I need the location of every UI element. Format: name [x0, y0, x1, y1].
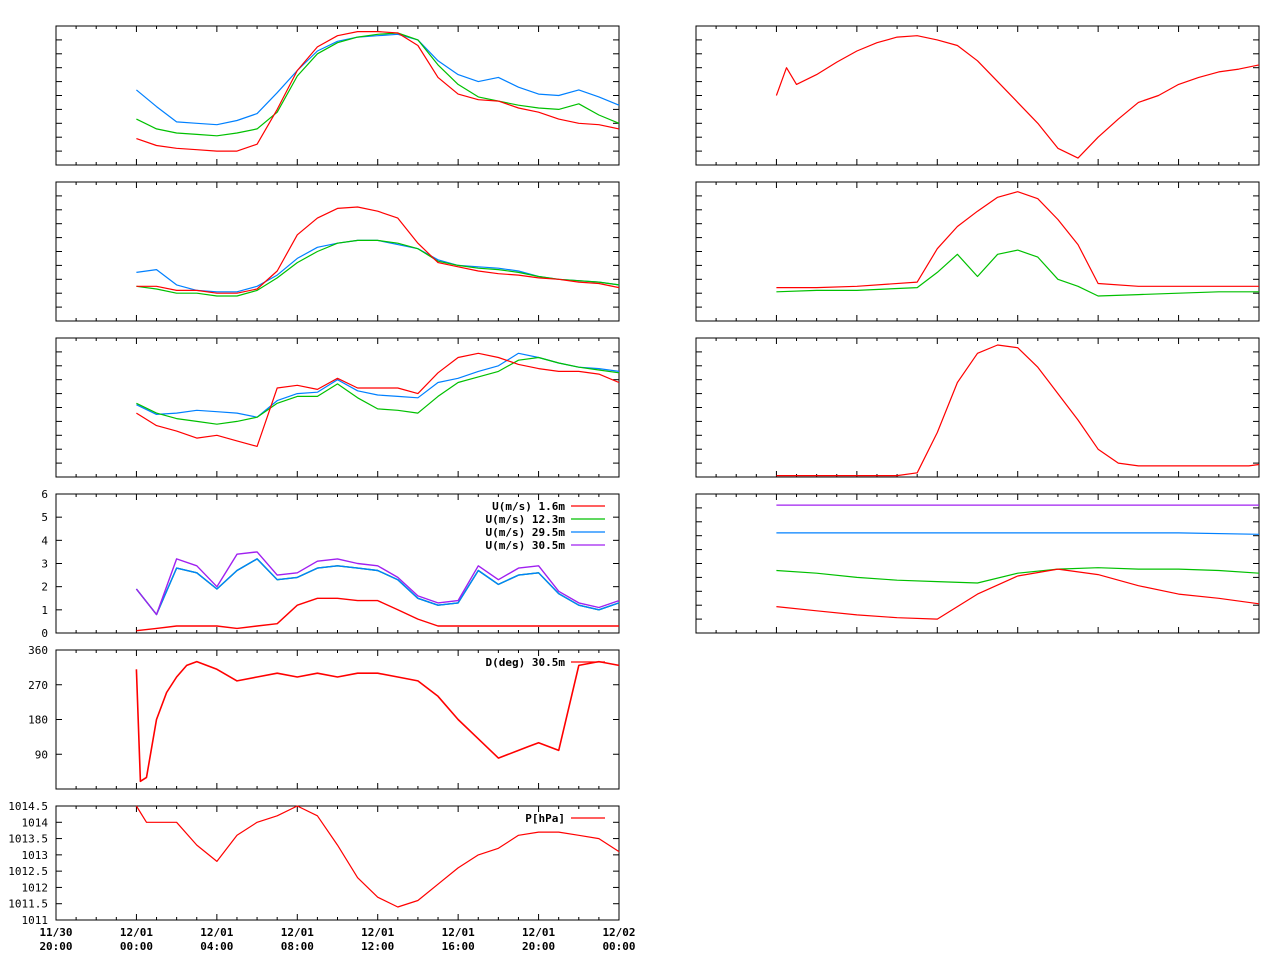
legend-label: U(m/s) 29.5m	[486, 526, 566, 539]
panel-humidity	[55, 337, 620, 478]
series-line-1	[135, 558, 620, 616]
y-tick-label: 1012	[22, 881, 49, 894]
series-line-0	[136, 33, 620, 126]
y-tick-label: 1013	[22, 849, 49, 862]
x-tick-label-time: 16:00	[442, 940, 475, 953]
legend-label: U(m/s) 30.5m	[486, 539, 566, 552]
x-tick-label-date: 12/01	[281, 926, 314, 939]
series-line-0	[135, 660, 620, 783]
legend-label: P[hPa]	[525, 812, 565, 825]
series-line-2	[776, 567, 1260, 584]
x-tick-label-time: 20:00	[39, 940, 72, 953]
plot-frame	[55, 181, 620, 322]
y-tick-label: 4	[41, 534, 48, 547]
series-line-1	[776, 249, 1259, 297]
x-tick-label-date: 12/01	[200, 926, 233, 939]
panel-wind-speed: 0 1 2 3 4 5 6 U(m/s) 1.6mU(m/s) 12.3mU(m/s) 29.…	[41, 488, 620, 640]
legend-label: U(m/s) 12.3m	[486, 513, 566, 526]
y-tick-label: 180	[28, 714, 48, 727]
series-line-3	[135, 551, 620, 616]
y-tick-label: 0	[41, 627, 48, 640]
panel-wind-direction: 90 180 270 360 D(deg) 30.5m	[28, 644, 620, 790]
series-line-2	[136, 206, 620, 294]
series-line-3	[776, 568, 1260, 620]
y-tick-label: 90	[35, 748, 48, 761]
plot-frame	[55, 25, 620, 166]
y-tick-label: 5	[41, 511, 48, 524]
x-tick-label-time: 12:00	[361, 940, 394, 953]
series-line-2	[136, 352, 620, 447]
y-tick-label: 1	[41, 604, 48, 617]
plot-frame	[695, 337, 1260, 478]
y-tick-label: 6	[41, 488, 48, 501]
series-line-0	[776, 344, 1260, 477]
series-line-0	[136, 239, 620, 293]
y-tick-label: 2	[41, 581, 48, 594]
y-tick-label: 1014.5	[8, 800, 48, 813]
panel-soil-temperature	[695, 493, 1260, 634]
panel-upward-radiation	[695, 337, 1260, 478]
panel-temperature-variance	[55, 181, 620, 322]
x-tick-label-date: 12/01	[522, 926, 555, 939]
series-line-0	[776, 191, 1259, 289]
x-tick-label-time: 04:00	[200, 940, 233, 953]
panel-pressure: 1011 1011.5 1012 1012.5 1013 1013.5 1014 1014.5…	[8, 800, 620, 927]
series-line-2	[135, 558, 620, 616]
series-line-1	[136, 32, 620, 137]
y-tick-label: 1011.5	[8, 898, 48, 911]
x-tick-label-date: 12/01	[120, 926, 153, 939]
y-tick-label: 270	[28, 679, 48, 692]
x-tick-label-date: 12/01	[361, 926, 394, 939]
panel-temperature-profile	[55, 25, 620, 166]
x-tick-label-time: 00:00	[602, 940, 635, 953]
x-tick-label-time: 20:00	[522, 940, 555, 953]
y-tick-label: 1014	[22, 816, 49, 829]
x-tick-label-date: 12/01	[442, 926, 475, 939]
series-line-1	[136, 239, 620, 297]
series-line-0	[135, 805, 620, 908]
panel-solar-radiation	[695, 181, 1260, 322]
legend-label: D(deg) 30.5m	[486, 656, 566, 669]
y-tick-label: 1012.5	[8, 865, 48, 878]
panel-net-radiation	[695, 25, 1260, 166]
plot-frame	[695, 25, 1260, 166]
x-tick-label-date: 11/30	[39, 926, 72, 939]
x-tick-label-time: 08:00	[281, 940, 314, 953]
panels: 0 1 2 3 4 5 6 U(m/s) 1.6mU(m/s) 12.3mU(m/s) 29.…	[8, 25, 1260, 927]
y-tick-label: 360	[28, 644, 48, 657]
series-line-1	[136, 356, 620, 425]
legend-label: U(m/s) 1.6m	[492, 500, 565, 513]
y-tick-label: 1013.5	[8, 833, 48, 846]
series-line-0	[136, 597, 619, 632]
series-line-0	[775, 35, 1260, 159]
plot-frame	[55, 337, 620, 478]
x-tick-label-time: 00:00	[120, 940, 153, 953]
series-line-0	[136, 352, 620, 418]
y-tick-label: 1011	[22, 914, 49, 927]
time-axis-labels: 11/3020:0012/0100:0012/0104:0012/0108:00…	[39, 926, 635, 953]
series-line-1	[776, 532, 1260, 535]
series-line-2	[136, 31, 620, 152]
plot-frame	[695, 493, 1260, 634]
x-tick-label-date: 12/02	[602, 926, 635, 939]
y-tick-label: 3	[41, 558, 48, 571]
plot-frame	[695, 181, 1260, 322]
